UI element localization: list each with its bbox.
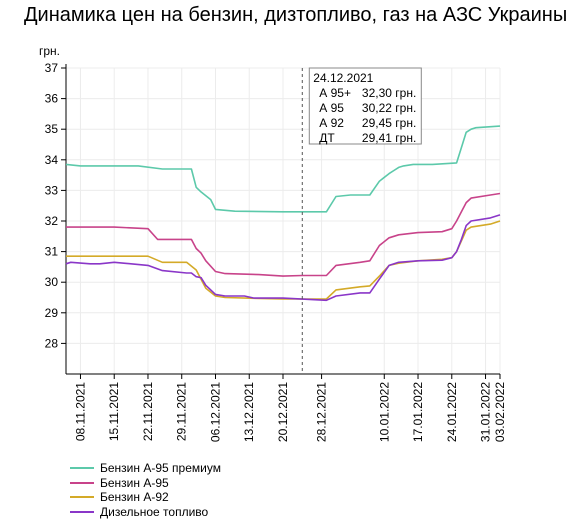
series-line-2 — [66, 192, 501, 277]
y-axis-unit-label: грн. — [39, 44, 60, 58]
legend-label: Бензин А-95 премиум — [100, 461, 221, 475]
y-tick-label: 29 — [45, 306, 59, 320]
legend-swatch — [70, 496, 94, 498]
x-tick-label: 22.11.2021 — [141, 382, 155, 441]
y-tick-label: 28 — [45, 336, 59, 350]
legend-item-a95-premium[interactable]: Бензин А-95 премиум — [70, 461, 221, 475]
x-tick-label: 28.12.2021 — [315, 382, 329, 442]
tooltip-row-name: А 95 — [319, 101, 344, 115]
x-tick-label: 17.01.2022 — [411, 382, 425, 442]
series-line-1 — [65, 125, 501, 213]
y-tick-label: 37 — [45, 61, 59, 75]
y-tick-label: 31 — [45, 245, 59, 259]
legend-item-a95[interactable]: Бензин А-95 — [70, 476, 221, 490]
chart-title: Динамика цен на бензин, дизтопливо, газ … — [24, 4, 568, 26]
tooltip-row-value: 29,45 грн. — [362, 116, 416, 130]
x-tick-label: 24.01.2022 — [445, 382, 459, 442]
grid-layer — [66, 67, 501, 374]
legend-item-a92[interactable]: Бензин А-92 — [70, 490, 221, 504]
tooltip-row-name: А 95+ — [319, 86, 351, 100]
x-tick-label: 29.11.2021 — [175, 382, 189, 441]
legend: Бензин А-95 премиум Бензин А-95 Бензин А… — [70, 461, 221, 519]
x-tick-label: 31.01.2022 — [479, 382, 493, 442]
series-line-4 — [65, 214, 501, 302]
legend-label: Бензин А-92 — [100, 490, 169, 504]
series-layer — [65, 125, 501, 302]
legend-item-diesel[interactable]: Дизельное топливо — [70, 505, 221, 519]
tooltip-row-value: 30,22 грн. — [362, 101, 416, 115]
x-tick-label: 08.11.2021 — [73, 382, 87, 441]
legend-swatch — [70, 481, 94, 484]
y-tick-label: 34 — [45, 153, 59, 167]
x-tick-label: 20.12.2021 — [276, 382, 290, 442]
y-tick-label: 30 — [45, 275, 59, 289]
y-tick-label: 35 — [45, 122, 59, 136]
tooltip-row-value: 32,30 грн. — [362, 86, 416, 100]
x-tick-label: 15.11.2021 — [107, 382, 121, 441]
y-tick-label: 36 — [45, 92, 59, 106]
legend-label: Дизельное топливо — [100, 504, 209, 519]
tooltip-date: 24.12.2021 — [313, 71, 373, 85]
tooltip-row-name: ДТ — [319, 131, 335, 145]
legend-swatch — [70, 510, 94, 513]
x-tick-label: 03.02.2022 — [493, 382, 507, 442]
y-tick-label: 32 — [45, 214, 59, 228]
tooltip-box — [308, 67, 422, 145]
x-tick-label: 10.01.2022 — [377, 382, 391, 442]
x-tick-label: 13.12.2021 — [242, 382, 256, 442]
x-tick-label: 06.12.2021 — [208, 382, 222, 442]
legend-label: Бензин А-95 — [100, 475, 169, 490]
tooltip-row-value: 29,41 грн. — [362, 131, 416, 145]
legend-swatch — [70, 467, 94, 469]
axis-layer: 28 29 30 31 32 33 34 35 36 37 грн. 08.11.2021 15.11.… — [39, 44, 507, 442]
y-tick-label: 33 — [45, 183, 59, 197]
tooltip-row-name: А 92 — [319, 116, 344, 130]
